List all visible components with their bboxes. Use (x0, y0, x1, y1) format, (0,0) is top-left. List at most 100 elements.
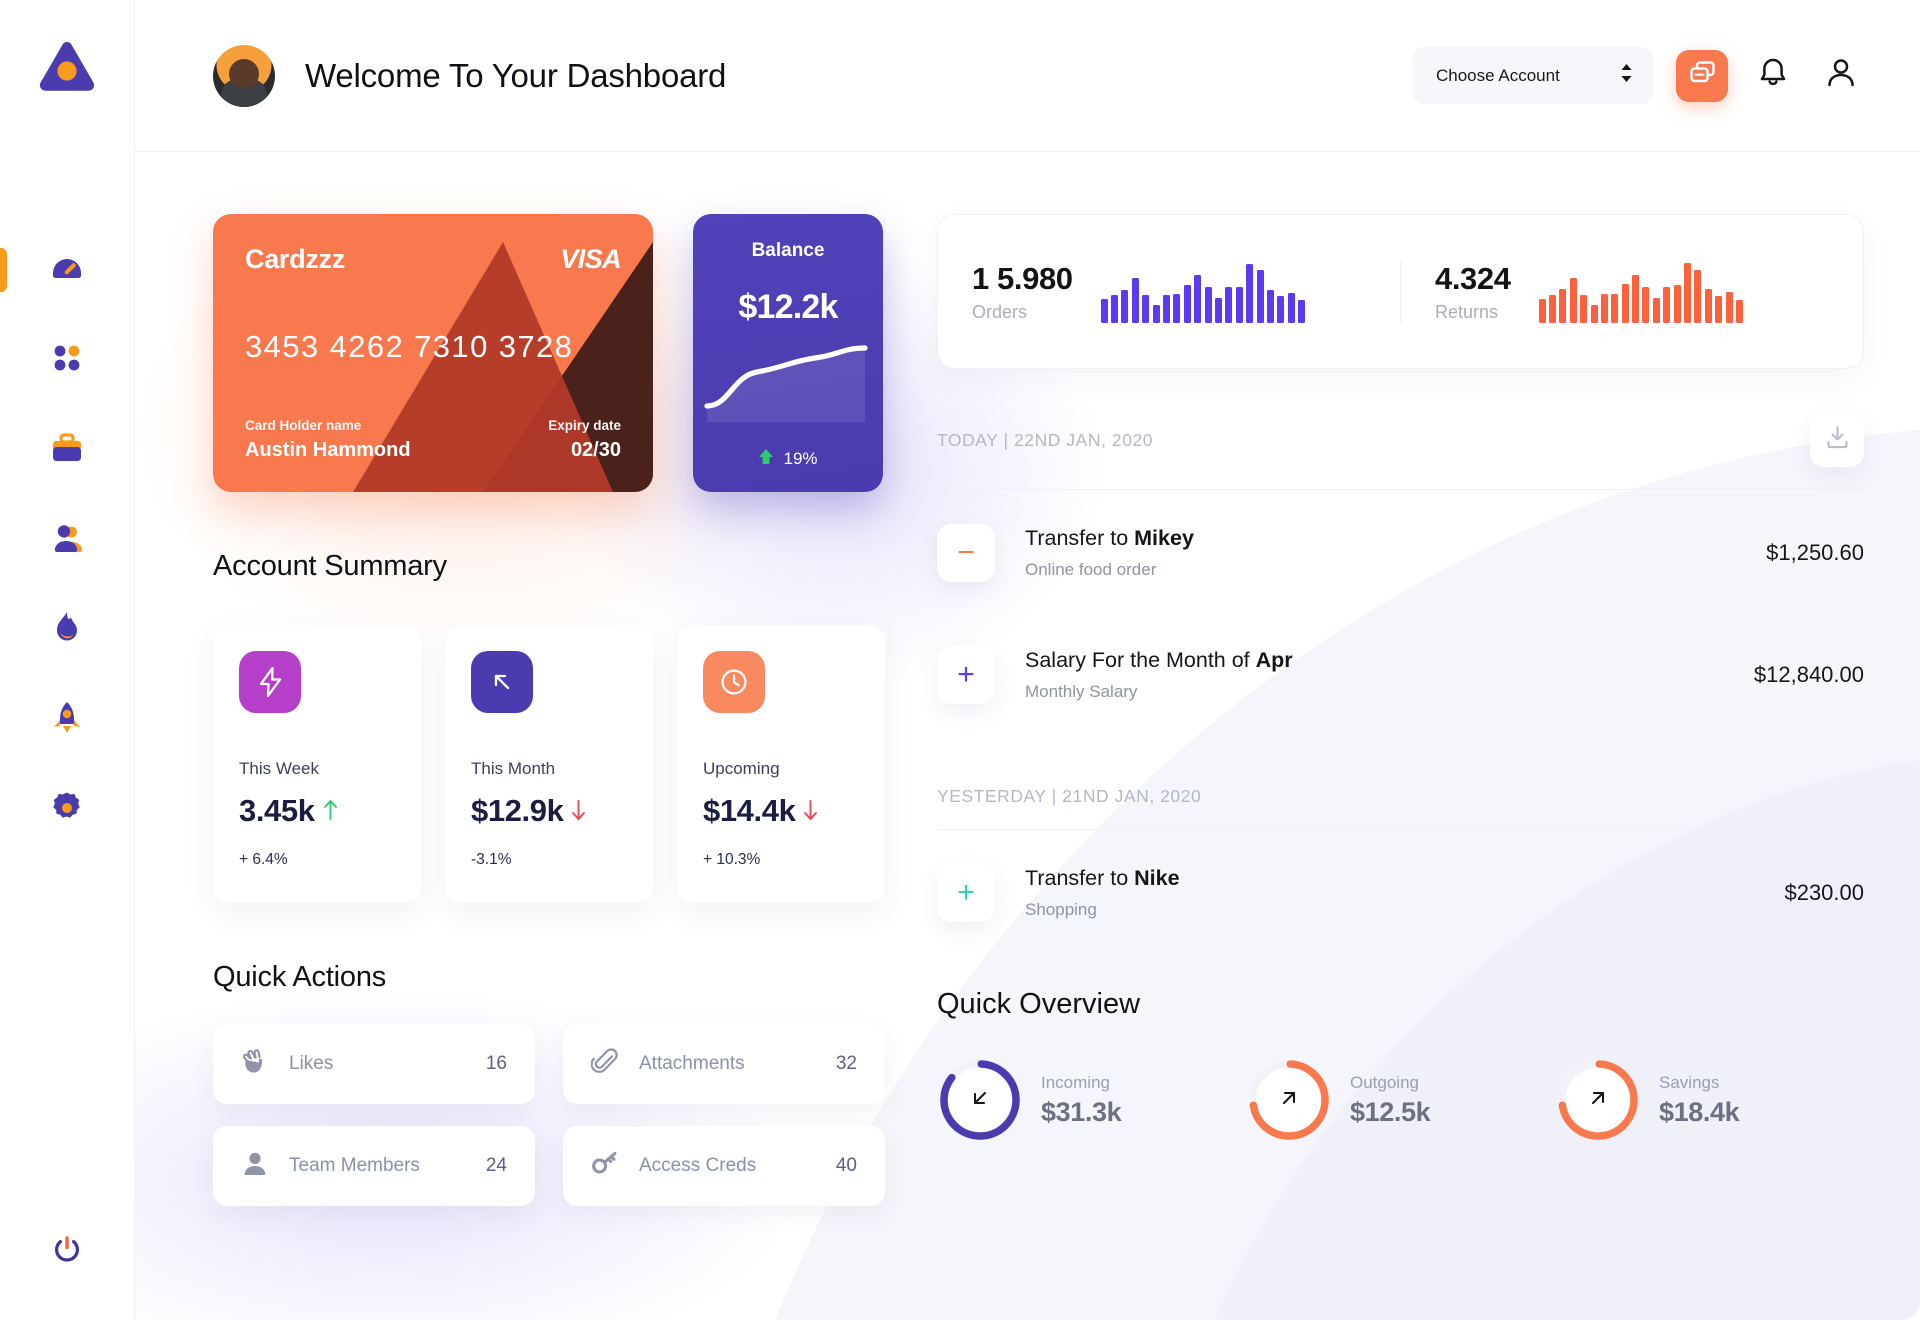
active-indicator (0, 518, 7, 562)
gear-icon (50, 791, 84, 830)
transaction-amount: $230.00 (1784, 880, 1864, 905)
table-row[interactable]: + Salary For the Month of Apr Monthly Sa… (937, 612, 1864, 734)
transaction-subtitle: Shopping (1025, 900, 1097, 919)
sidebar-item-business[interactable] (0, 428, 134, 472)
summary-value-text: $14.4k (703, 793, 796, 828)
summary-card-value: 3.45k (239, 793, 395, 829)
flame-icon (53, 611, 81, 650)
topbar-actions: Choose Account (1412, 47, 1864, 104)
bar (1673, 285, 1681, 323)
table-row[interactable]: − Transfer to Mikey Online food order $1… (937, 490, 1864, 612)
bar (1194, 275, 1202, 323)
bar (1298, 300, 1306, 323)
grid-icon (51, 342, 83, 379)
summary-card[interactable]: This Month $12.9k -3.1% (445, 625, 653, 903)
power-icon[interactable] (50, 1233, 84, 1272)
quick-action-attachments[interactable]: Attachments 32 (563, 1024, 885, 1104)
summary-card-value: $14.4k (703, 793, 859, 829)
arrow-up-left-icon (471, 651, 533, 713)
sidebar-item-settings[interactable] (0, 788, 134, 832)
quick-action-likes[interactable]: Likes 16 (213, 1024, 535, 1104)
sidebar-nav (0, 248, 134, 832)
account-select[interactable]: Choose Account (1412, 47, 1654, 104)
account-summary-cards: This Week 3.45k + 6.4% Th (213, 625, 885, 903)
bar (1235, 286, 1243, 323)
notification-button[interactable] (1750, 53, 1796, 99)
quick-action-label: Access Creds (639, 1155, 757, 1176)
transactions-header-today: TODAY | 22ND JAN, 2020 (937, 413, 1864, 467)
summary-card-value: $12.9k (471, 793, 627, 829)
quick-action-access-creds[interactable]: Access Creds 40 (563, 1126, 885, 1206)
stats-card: 1 5.980 Orders 4.324 Returns (937, 214, 1864, 369)
overview-label: Savings (1659, 1072, 1720, 1092)
bar (1704, 289, 1712, 323)
sidebar-item-apps[interactable] (0, 338, 134, 382)
download-button[interactable] (1810, 413, 1864, 467)
quick-action-count: 16 (485, 1053, 507, 1074)
profile-button[interactable] (1818, 53, 1864, 99)
summary-card-label: This Month (471, 759, 556, 778)
bar (1580, 294, 1588, 323)
transactions-header-yesterday: YESTERDAY | 21ND JAN, 2020 (937, 786, 1864, 807)
bar (1246, 263, 1254, 323)
sidebar-item-dashboard[interactable] (0, 248, 134, 292)
balance-card[interactable]: Balance $12.2k 19% (693, 214, 883, 492)
bar (1559, 289, 1567, 323)
summary-card-delta: + 10.3% (703, 851, 761, 868)
sidebar-item-trending[interactable] (0, 608, 134, 652)
transaction-title-prefix: Transfer to (1025, 866, 1135, 890)
transaction-title: Transfer to Mikey (1025, 526, 1736, 551)
quick-actions-title: Quick Actions (213, 961, 387, 993)
summary-value-text: 3.45k (239, 793, 315, 828)
quick-action-label: Likes (289, 1053, 334, 1074)
balance-amount: $12.2k (738, 288, 838, 326)
summary-card[interactable]: This Week 3.45k + 6.4% (213, 625, 421, 903)
page-title: Welcome To Your Dashboard (305, 56, 727, 94)
users-icon (50, 523, 84, 558)
right-column: 1 5.980 Orders 4.324 Returns (937, 214, 1864, 1320)
sidebar-item-launch[interactable] (0, 698, 134, 742)
overview-item-incoming[interactable]: Incoming $31.3k (937, 1057, 1246, 1143)
arrow-up-right-icon (1275, 1084, 1303, 1117)
cards-row: Cardzzz VISA 3453 4262 7310 3728 Card Ho… (213, 214, 885, 492)
bar (1173, 293, 1181, 323)
summary-card-label: Upcoming (703, 759, 780, 778)
transaction-subtitle: Monthly Salary (1025, 682, 1138, 701)
bar (1131, 277, 1139, 323)
summary-card[interactable]: Upcoming $14.4k + 10.3% (677, 625, 885, 903)
summary-card-delta: + 6.4% (239, 851, 288, 868)
transaction-group-header: YESTERDAY | 21ND JAN, 2020 (937, 786, 1202, 806)
quick-action-team-members[interactable]: Team Members 24 (213, 1126, 535, 1206)
sidebar-item-team[interactable] (0, 518, 134, 562)
bar (1725, 291, 1733, 323)
arrow-down-icon (802, 793, 819, 829)
bar (1225, 287, 1233, 323)
savings-donut-chart (1555, 1057, 1641, 1143)
chat-button[interactable] (1676, 49, 1728, 102)
stat-label: Orders (972, 301, 1028, 322)
stat-label: Returns (1435, 301, 1499, 322)
overview-item-savings[interactable]: Savings $18.4k (1555, 1057, 1864, 1143)
topbar: Welcome To Your Dashboard Choose Account (135, 0, 1920, 152)
overview-item-outgoing[interactable]: Outgoing $12.5k (1246, 1057, 1555, 1143)
bar (1548, 295, 1556, 323)
balance-label: Balance (751, 240, 825, 261)
quick-actions-grid: Likes 16 Attachments 32 (213, 1024, 885, 1206)
arrow-down-left-icon (966, 1084, 994, 1117)
speedometer-icon (50, 251, 84, 290)
clap-icon (241, 1048, 269, 1081)
avatar[interactable] (213, 44, 275, 107)
quick-action-label: Attachments (639, 1053, 745, 1074)
arrow-up-right-icon (1584, 1084, 1612, 1117)
overview-value: $18.4k (1659, 1096, 1740, 1127)
credit-card[interactable]: Cardzzz VISA 3453 4262 7310 3728 Card Ho… (213, 214, 653, 492)
logo-triangle-icon[interactable] (36, 36, 98, 98)
transaction-title: Transfer to Nike (1025, 866, 1754, 891)
quick-overview-title: Quick Overview (937, 988, 1141, 1020)
bar (1538, 298, 1546, 323)
table-row[interactable]: + Transfer to Nike Shopping $230.00 (937, 830, 1864, 952)
bar (1111, 294, 1119, 323)
card-expiry-label: Expiry date (548, 418, 621, 433)
balance-change: 19% (758, 448, 818, 470)
